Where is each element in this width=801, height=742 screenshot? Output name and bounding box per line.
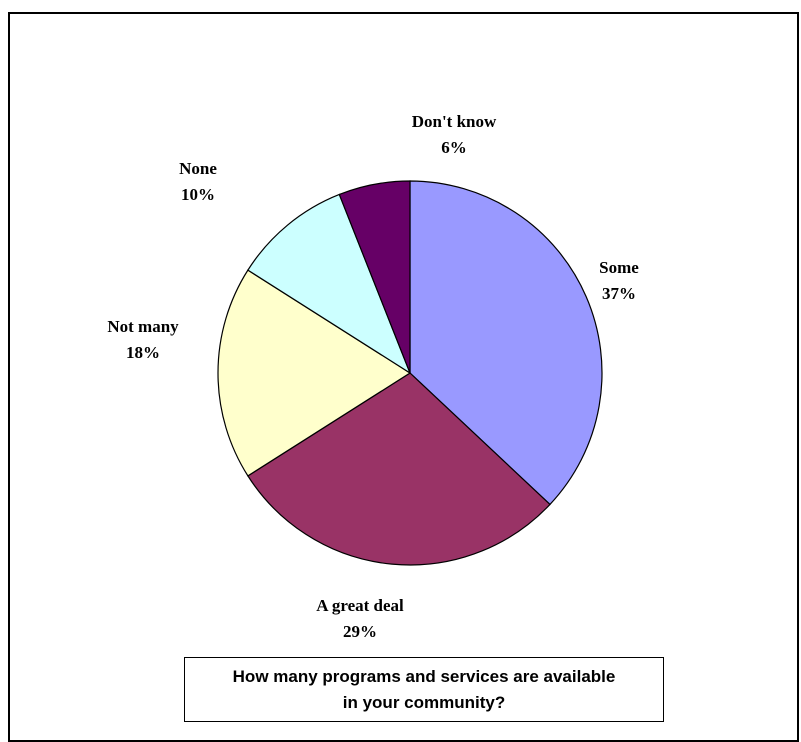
slice-name-dont-know: Don't know [411, 112, 497, 131]
slice-label-none: None 10% [179, 156, 217, 208]
slice-label-some: Some 37% [599, 255, 639, 307]
slice-name-a-great-deal: A great deal [316, 596, 404, 615]
slice-percent-some: 37% [601, 284, 636, 303]
slice-percent-dont-know: 6% [441, 138, 467, 157]
slice-percent-none: 10% [181, 185, 215, 204]
slice-name-none: None [179, 159, 217, 178]
pie-slice-not-many [217, 269, 412, 477]
chart-title: How many programs and services are avail… [232, 666, 616, 712]
chart-title-box: How many programs and services are avail… [184, 657, 664, 722]
pie-slice-none [247, 193, 412, 375]
pie-slice-a-great-deal [247, 372, 551, 566]
pie-slice-some [409, 180, 603, 506]
slice-name-some: Some [599, 258, 639, 277]
slice-percent-not-many: 18% [126, 343, 160, 362]
slice-label-dont-know: Don't know 6% [412, 109, 497, 161]
slice-label-not-many: Not many 18% [107, 314, 178, 366]
slice-percent-a-great-deal: 29% [342, 622, 377, 641]
slice-label-a-great-deal: A great deal 29% [316, 593, 404, 645]
slice-name-not-many: Not many [107, 317, 179, 336]
pie-slice-dont-know [338, 180, 411, 374]
